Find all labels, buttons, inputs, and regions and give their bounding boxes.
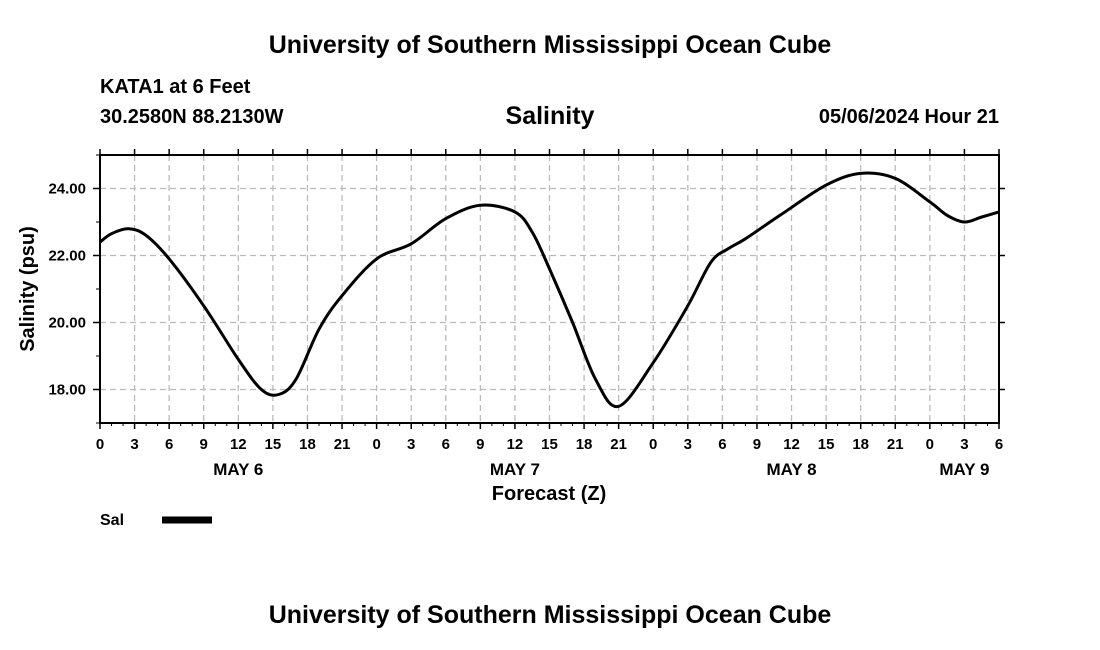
y-axis-title: Salinity (psu) <box>17 226 39 352</box>
plot-frame <box>99 154 1000 424</box>
chart-title-top: University of Southern Mississippi Ocean… <box>268 31 832 59</box>
x-tick-label: 0 <box>649 436 657 453</box>
x-tick-label: 18 <box>852 436 869 453</box>
x-tick-label: 3 <box>960 436 968 453</box>
x-tick-label: 18 <box>576 436 593 453</box>
y-tick-label: 20.00 <box>48 315 86 332</box>
x-tick-label: 21 <box>887 436 904 453</box>
x-tick-label: 0 <box>926 436 934 453</box>
x-tick-label: 9 <box>753 436 761 453</box>
series-line-sal <box>99 171 1000 408</box>
series-group <box>99 171 1000 408</box>
x-tick-label: 18 <box>299 436 316 453</box>
x-tick-label: 12 <box>507 436 524 453</box>
x-tick-label: 3 <box>684 436 692 453</box>
x-axis-title: Forecast (Z) <box>492 483 606 505</box>
x-tick-label: 0 <box>96 436 104 453</box>
x-tick-label: 21 <box>334 436 351 453</box>
x-tick-label: 12 <box>783 436 800 453</box>
forecast-datetime: 05/06/2024 Hour 21 <box>818 106 999 128</box>
grid-lines <box>100 155 999 423</box>
x-tick-label: 12 <box>230 436 247 453</box>
y-tick-label: 24.00 <box>48 181 86 198</box>
x-tick-label: 9 <box>200 436 208 453</box>
variable-title: Salinity <box>505 102 595 130</box>
y-tick-label: 22.00 <box>48 248 86 265</box>
station-coordinates: 30.2580N 88.2130W <box>100 106 284 128</box>
x-tick-label: 3 <box>130 436 138 453</box>
x-tick-label: 6 <box>442 436 450 453</box>
x-tick-label: 3 <box>407 436 415 453</box>
x-tick-label: 0 <box>372 436 380 453</box>
day-label: MAY 8 <box>766 460 816 479</box>
station-label: KATA1 at 6 Feet <box>100 76 251 98</box>
day-label: MAY 6 <box>213 460 263 479</box>
x-tick-label: 9 <box>476 436 484 453</box>
x-tick-label: 6 <box>165 436 173 453</box>
day-label: MAY 7 <box>490 460 540 479</box>
x-tick-label: 6 <box>995 436 1003 453</box>
y-tick-label: 18.00 <box>48 382 86 399</box>
x-tick-label: 15 <box>265 436 282 453</box>
x-tick-label: 6 <box>718 436 726 453</box>
x-tick-label: 21 <box>610 436 627 453</box>
legend-label-sal: Sal <box>100 512 124 529</box>
x-tick-label: 15 <box>818 436 835 453</box>
chart-title-bottom: University of Southern Mississippi Ocean… <box>268 601 832 629</box>
x-tick-label: 15 <box>541 436 558 453</box>
axis-tick-labels: 0 3 6 9 12 15 18 21 0 3 6 9 12 15 18 21 0 3 6 9 12 15 18 21 0 3 6M… <box>48 181 1003 480</box>
day-label: MAY 9 <box>939 460 989 479</box>
